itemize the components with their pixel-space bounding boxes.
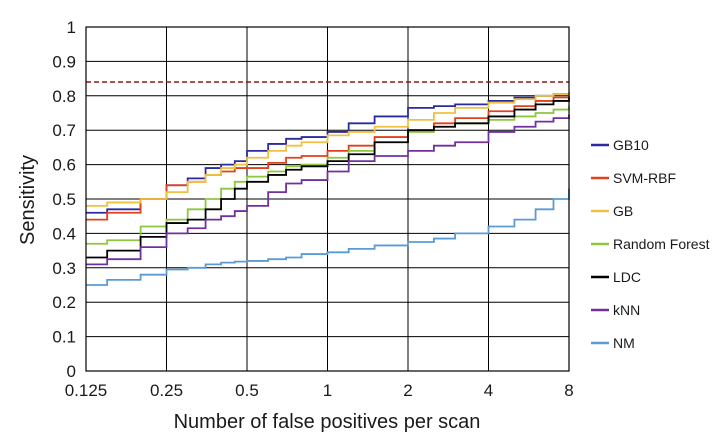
y-tick-label: 0.2 [52,293,76,312]
y-tick-label: 0.7 [52,121,76,140]
y-tick-label: 0.4 [52,224,76,243]
legend-label-gb10: GB10 [613,137,649,153]
series-line-random-forest [86,106,570,245]
legend-label-ldc: LDC [613,269,641,285]
series-line-ldc [86,97,570,259]
x-tick-label: 0.25 [150,381,183,400]
y-tick-label: 0.9 [52,52,76,71]
y-tick-label: 0.1 [52,328,76,347]
x-tick-label: 2 [403,381,412,400]
series-lines [86,92,570,286]
x-tick-label: 0.125 [65,381,108,400]
legend-label-svm-rbf: SVM-RBF [613,170,676,186]
y-tick-label: 0 [67,362,76,381]
legend-label-random-forest: Random Forest [613,236,710,252]
legend-label-nm: NM [613,335,635,351]
plot-frame [85,26,570,372]
tick-labels: 0 0.1 0.2 0.3 0.4 0.5 0.6 0.7 0.8 0.9 1 0.125 0.25 0.… [52,18,573,400]
x-tick-label: 8 [564,381,573,400]
axes [85,26,570,372]
y-tick-label: 0.3 [52,259,76,278]
x-tick-label: 4 [484,381,493,400]
legend: GB10 SVM-RBF GB Random Forest LDC kNN NM [591,137,710,351]
series-line-nm [86,188,570,286]
x-axis-title: Number of false positives per scan [174,411,481,433]
y-tick-label: 1 [67,18,76,37]
series-line-knn [86,114,570,266]
y-axis-title: Sensitivity [17,155,39,245]
y-tick-label: 0.6 [52,156,76,175]
series-line-gb [86,92,570,207]
x-tick-label: 1 [323,381,332,400]
legend-label-gb: GB [613,203,633,219]
x-tick-label: 0.5 [235,381,259,400]
y-tick-label: 0.5 [52,190,76,209]
legend-label-knn: kNN [613,302,640,318]
y-tick-label: 0.8 [52,87,76,106]
